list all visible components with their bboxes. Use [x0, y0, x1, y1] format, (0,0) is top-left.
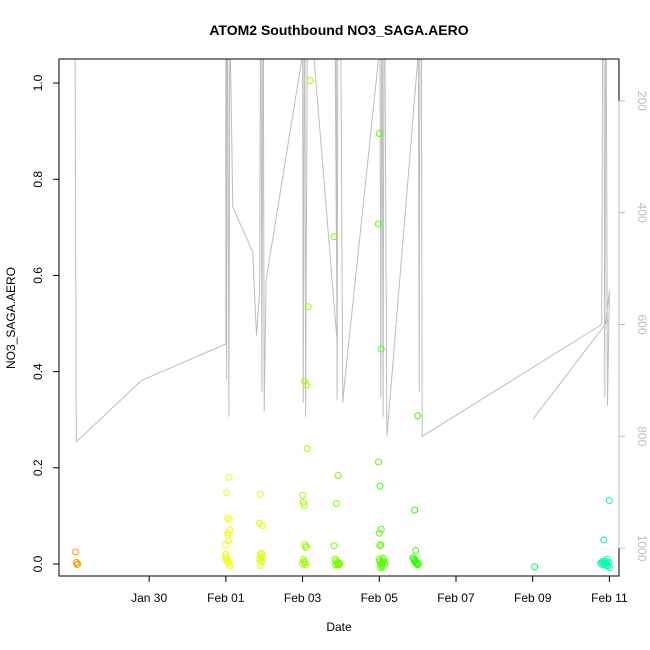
y-right-tick-label: 200	[635, 91, 649, 111]
x-tick-label: Feb 03	[284, 591, 322, 605]
data-point	[256, 490, 264, 498]
y-tick-label: 1.0	[31, 74, 45, 91]
data-point	[412, 547, 420, 554]
data-point	[376, 564, 384, 572]
data-point	[411, 556, 419, 564]
data-point	[414, 412, 422, 420]
data-point	[376, 482, 384, 490]
points-layer	[72, 77, 613, 572]
data-point	[223, 556, 231, 564]
x-tick-label: Feb 01	[207, 591, 245, 605]
data-point	[375, 220, 382, 228]
y-axis: 0.0 0.2 0.4 0.6 0.8 1.0	[31, 74, 60, 572]
chart-title: ATOM2 Southbound NO3_SAGA.AERO	[209, 22, 468, 38]
x-tick-label: Feb 07	[437, 591, 475, 605]
data-point	[72, 548, 79, 556]
x-axis: Jan 30 Feb 01 Feb 03 Feb 05 Feb 07 Feb 09 Feb …	[131, 575, 628, 605]
data-point	[302, 561, 310, 568]
data-point	[299, 498, 307, 506]
y-tick-label: 0.4	[31, 363, 45, 380]
data-point	[379, 554, 387, 562]
data-point	[378, 559, 386, 567]
data-point	[377, 345, 385, 353]
data-point	[600, 536, 608, 544]
y-axis-label: NO3_SAGA.AERO	[4, 267, 18, 369]
data-point	[304, 303, 312, 311]
y-axis-right: 200 400 600 800 1000	[618, 91, 649, 562]
y-tick-label: 0.0	[31, 555, 45, 572]
data-point	[223, 489, 231, 497]
y-right-tick-label: 800	[635, 426, 649, 446]
data-point	[605, 564, 613, 572]
data-point	[375, 458, 382, 466]
data-point	[225, 473, 233, 481]
data-point	[223, 514, 231, 522]
data-point	[376, 542, 384, 550]
y-tick-label: 0.2	[31, 459, 45, 476]
y-tick-label: 0.6	[31, 267, 45, 284]
data-point	[302, 543, 310, 551]
data-point	[411, 506, 419, 514]
data-point	[332, 499, 340, 507]
data-point	[222, 553, 230, 561]
data-point	[258, 549, 266, 557]
data-point	[300, 501, 308, 509]
data-point	[256, 561, 264, 569]
data-point	[226, 526, 234, 534]
data-point	[330, 542, 338, 550]
data-point	[377, 541, 385, 549]
data-point	[301, 377, 308, 385]
data-point	[531, 563, 539, 571]
data-point	[602, 558, 610, 566]
data-point	[306, 77, 314, 85]
y-right-tick-label: 400	[635, 203, 649, 223]
y-right-tick-label: 1000	[635, 535, 649, 562]
x-tick-label: Feb 05	[361, 591, 399, 605]
data-point	[335, 561, 343, 569]
x-tick-label: Jan 30	[131, 591, 167, 605]
x-axis-label: Date	[326, 620, 352, 634]
x-tick-label: Feb 09	[514, 591, 552, 605]
data-point	[226, 562, 234, 570]
data-point	[303, 445, 311, 453]
data-point	[375, 130, 383, 137]
x-tick-label: Feb 11	[591, 591, 628, 605]
data-point	[222, 541, 230, 549]
y-right-tick-label: 600	[635, 314, 649, 334]
data-point	[225, 516, 233, 524]
data-point	[259, 554, 267, 562]
data-point	[302, 381, 310, 389]
data-point	[330, 233, 338, 241]
data-point	[377, 525, 385, 533]
data-point	[375, 529, 383, 537]
data-point	[605, 497, 613, 504]
data-point	[334, 472, 342, 479]
data-point	[258, 522, 266, 529]
data-point	[604, 562, 612, 570]
y-tick-label: 0.8	[31, 171, 45, 188]
data-point	[258, 558, 265, 566]
data-point	[299, 491, 307, 499]
data-point	[299, 560, 307, 568]
data-point	[74, 560, 82, 568]
